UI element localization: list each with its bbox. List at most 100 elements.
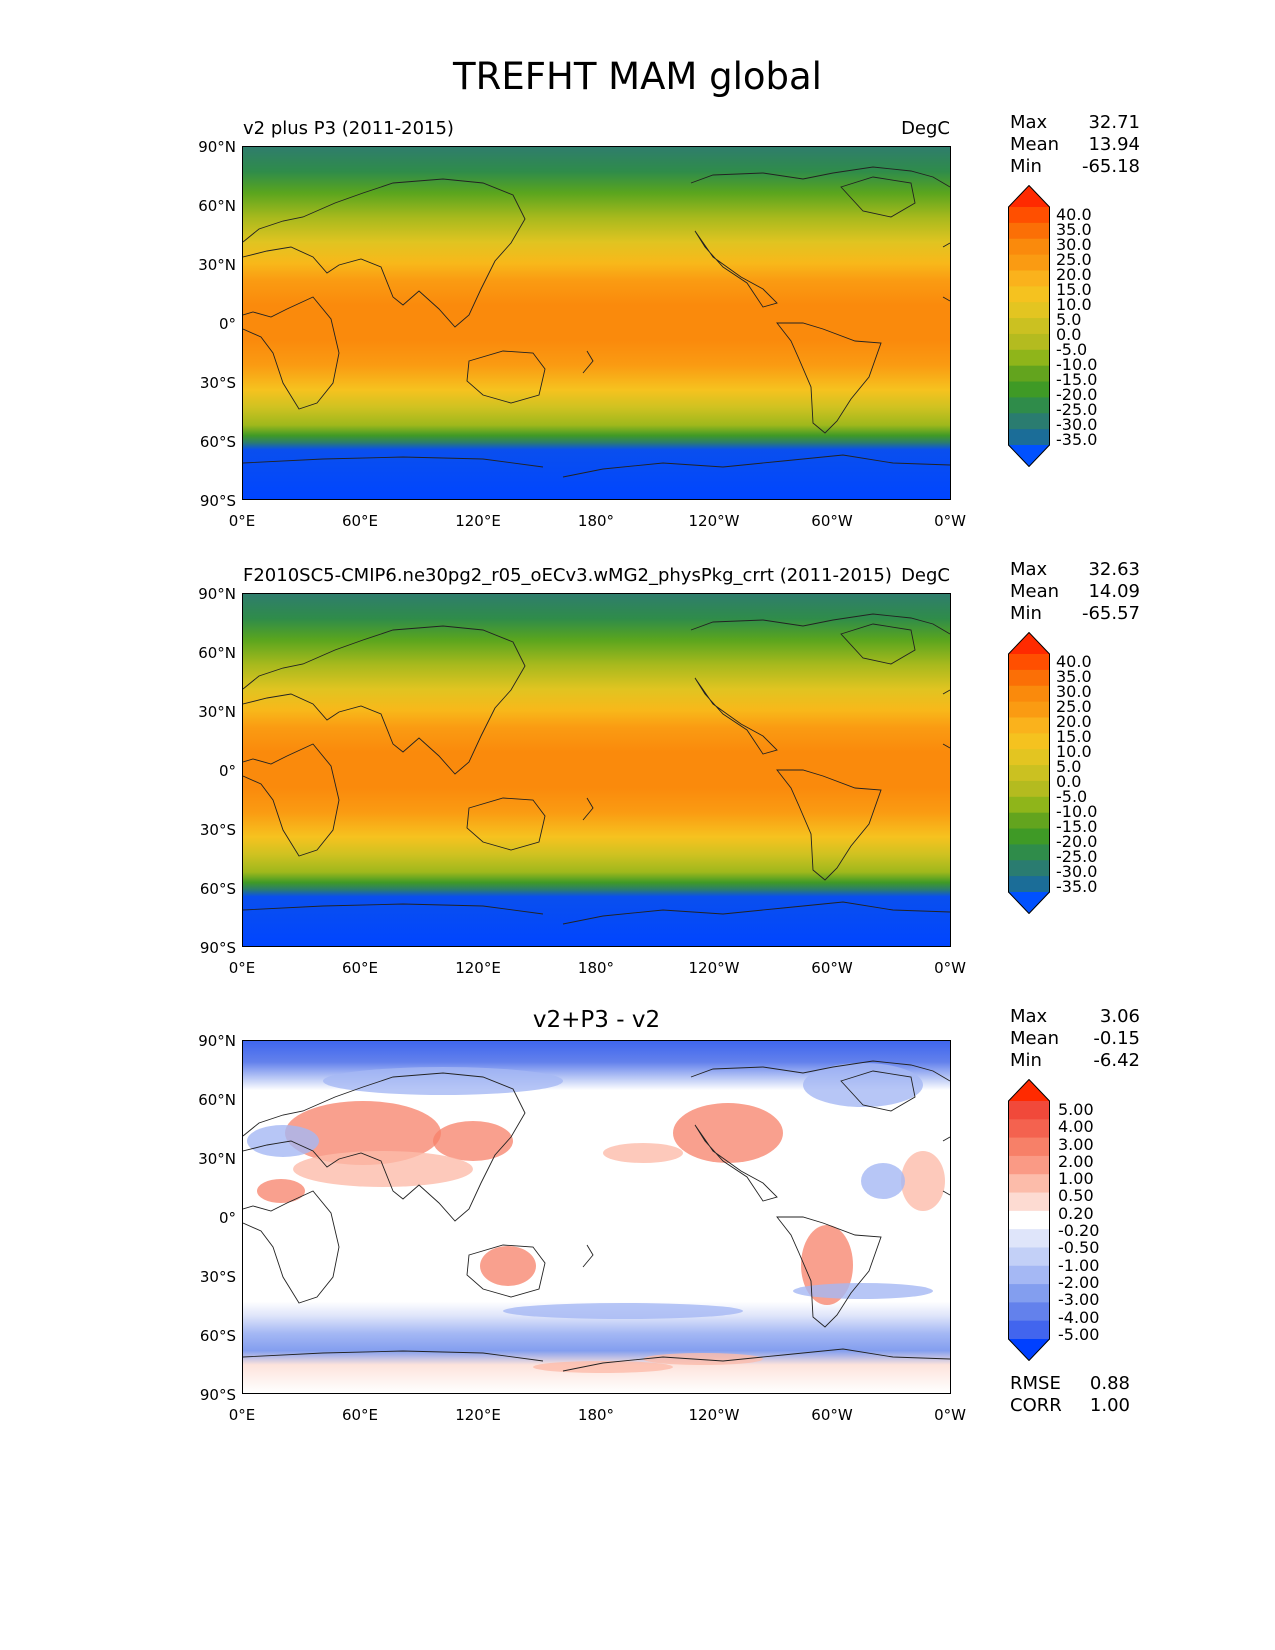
colorbar-label: -0.20 <box>1058 1221 1100 1241</box>
y-tick-label: 30°N <box>198 256 236 274</box>
colorbar-segment <box>1008 669 1050 687</box>
y-tick-label: 90°N <box>198 585 236 603</box>
colorbar-segment <box>1008 749 1050 766</box>
colorbar-label: 30.0 <box>1056 682 1092 701</box>
comparison-stats: RMSE 0.88 CORR 1.00 <box>1010 1373 1130 1417</box>
y-tick-label: 90°N <box>198 1032 236 1050</box>
x-tick-label: 0°E <box>228 1406 256 1424</box>
field-stats: Max 32.71 Mean 13.94 Min -65.18 <box>1010 112 1140 178</box>
stat-value: 32.63 <box>1088 559 1140 580</box>
colorbar-segment <box>1008 1210 1050 1230</box>
x-tick-label: 180° <box>577 1406 615 1424</box>
y-tick-label: 0° <box>218 1209 236 1227</box>
colorbar-segment <box>1008 397 1050 414</box>
colorbar-segment <box>1008 1247 1050 1267</box>
colorbar-label: -35.0 <box>1056 877 1098 896</box>
colorbar-segment <box>1008 365 1050 383</box>
colorbar-label: -5.0 <box>1056 787 1088 806</box>
colorbar-label: -5.0 <box>1056 340 1088 359</box>
y-tick-label: 90°S <box>199 939 236 957</box>
x-tick-label: 0°E <box>228 959 256 977</box>
stat-label: CORR <box>1010 1395 1062 1416</box>
colorbar-label: -30.0 <box>1056 862 1098 881</box>
y-tick-label: 60°S <box>199 880 236 898</box>
colorbar-label: -30.0 <box>1056 415 1098 434</box>
colorbar-labels: 40.0 35.0 30.0 25.0 20.0 15.0 10.0 5.0 0… <box>1056 205 1098 448</box>
colorbar-segment <box>1008 1302 1050 1322</box>
panel-left-title: v2 plus P3 (2011-2015) <box>243 118 454 139</box>
colorbar-segment <box>1008 1119 1050 1139</box>
x-tick-label: 120°W <box>688 959 740 977</box>
y-tick-label: 90°S <box>199 492 236 510</box>
colorbar-label: 5.0 <box>1056 310 1082 329</box>
x-tick-label: 60°W <box>811 959 853 977</box>
map-plot <box>242 1040 951 1394</box>
y-tick-label: 30°S <box>199 374 236 392</box>
colorbar-label: 5.00 <box>1058 1100 1094 1119</box>
x-tick-label: 0°W <box>934 512 966 530</box>
colorbar-segment <box>1008 270 1050 287</box>
stat-label: Mean <box>1010 581 1060 602</box>
x-tick-label: 0°W <box>934 1406 966 1424</box>
colorbar-segment <box>1008 222 1050 240</box>
temperature-field-map <box>243 594 950 946</box>
colorbar-segment <box>1008 796 1050 814</box>
x-tick-label: 120°E <box>455 959 501 977</box>
y-tick-label: 90°N <box>198 138 236 156</box>
colorbar-segment <box>1008 318 1050 335</box>
y-tick-label: 30°S <box>199 1268 236 1286</box>
colorbar-label: 0.0 <box>1056 325 1082 344</box>
x-tick-label: 120°W <box>688 1406 740 1424</box>
y-tick-label: 60°N <box>198 1091 236 1109</box>
colorbar-label: 35.0 <box>1056 220 1092 239</box>
colorbar-segment <box>1008 701 1050 719</box>
colorbar-segment <box>1008 780 1050 798</box>
colorbar-label: -25.0 <box>1056 400 1098 419</box>
colorbar-label: 20.0 <box>1056 712 1092 731</box>
y-tick-label: 60°N <box>198 644 236 662</box>
colorbar <box>1008 631 1050 915</box>
stat-value: 3.06 <box>1099 1006 1140 1027</box>
panel-units: DegC <box>901 118 950 139</box>
colorbar-label: 0.0 <box>1056 772 1082 791</box>
colorbar-segment <box>1008 654 1050 671</box>
colorbar-graphic <box>1008 1078 1050 1362</box>
colorbar-segment <box>1008 286 1050 303</box>
colorbar-extend-max <box>1008 1080 1050 1101</box>
y-tick-label: 60°N <box>198 197 236 215</box>
colorbar-outline <box>1008 631 1050 915</box>
x-tick-label: 120°E <box>455 512 501 530</box>
colorbar-extend-max <box>1008 633 1050 654</box>
colorbar-segment <box>1008 1320 1050 1340</box>
colorbar-label: 30.0 <box>1056 235 1092 254</box>
stat-value: 13.94 <box>1088 134 1140 155</box>
colorbar-segment <box>1008 238 1050 256</box>
colorbar-label: -15.0 <box>1056 370 1098 389</box>
colorbar-label: -10.0 <box>1056 802 1098 821</box>
colorbar-label: 0.20 <box>1058 1203 1094 1223</box>
x-tick-label: 180° <box>577 512 615 530</box>
colorbar <box>1008 1078 1050 1362</box>
colorbar-segment <box>1008 333 1050 351</box>
colorbar-graphic <box>1008 184 1050 468</box>
colorbar-labels: 40.0 35.0 30.0 25.0 20.0 15.0 10.0 5.0 0… <box>1056 654 1098 896</box>
colorbar-segment <box>1008 860 1050 877</box>
colorbar-label: 40.0 <box>1056 205 1092 224</box>
colorbar-segment <box>1008 429 1050 446</box>
stat-label: Max <box>1010 112 1048 133</box>
colorbar-label: -10.0 <box>1056 355 1098 374</box>
colorbar-segment <box>1008 349 1050 367</box>
stat-label: Max <box>1010 1006 1048 1027</box>
figure-title: TREFHT MAM global <box>453 55 822 98</box>
y-tick-label: 60°S <box>199 1327 236 1345</box>
colorbar-outline <box>1008 1078 1050 1362</box>
colorbar-segment <box>1008 1155 1050 1175</box>
stat-label: Mean <box>1010 1028 1060 1049</box>
colorbar-label: 25.0 <box>1056 697 1092 716</box>
field-stats: Max 32.63 Mean 14.09 Min -65.57 <box>1010 559 1140 625</box>
colorbar-segment <box>1008 717 1050 734</box>
colorbar-outline <box>1008 184 1050 468</box>
y-tick-label: 0° <box>218 762 236 780</box>
colorbar-extend-min <box>1008 892 1050 913</box>
colorbar-segment <box>1008 207 1050 224</box>
